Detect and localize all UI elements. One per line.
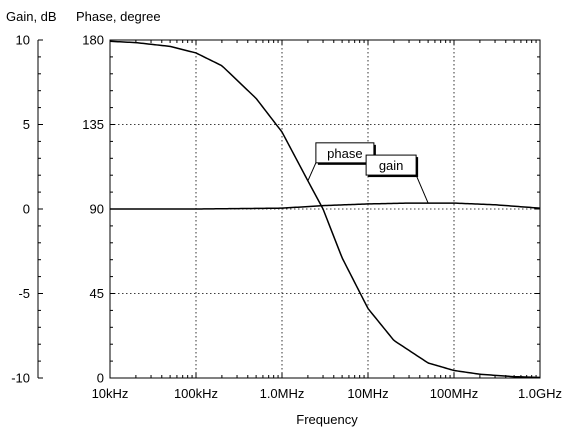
callout-leader <box>307 162 317 182</box>
right-axis-title: Phase, degree <box>76 9 161 24</box>
phase-tick-label: 180 <box>82 33 104 48</box>
callout-label-gain: gain <box>379 158 404 173</box>
callout-box <box>315 142 375 164</box>
x-tick-label: 100kHz <box>174 386 218 401</box>
x-tick-label: 10kHz <box>92 386 129 401</box>
callout-leader <box>415 174 429 204</box>
callout-layer: phase gain <box>307 142 429 204</box>
phase-tick-label: 0 <box>97 371 104 386</box>
series-line-gain <box>110 202 541 210</box>
callout-gain: gain <box>365 154 429 204</box>
phase-tick-label: 90 <box>90 202 104 217</box>
tick-layer: 10kHz 100kHz 1.0MHz 10MHz 100MHz 1.0GHz 10 5 0 -5… <box>11 33 562 402</box>
callout-box <box>365 154 417 176</box>
left-tick-label: 0 <box>23 202 30 217</box>
left-tick-label: 10 <box>16 33 30 48</box>
left-tick-label: -5 <box>18 286 30 301</box>
phase-tick-label: 135 <box>82 117 104 132</box>
callout-label-phase: phase <box>327 146 362 161</box>
phase-tick-label: 45 <box>90 286 104 301</box>
x-tick-label: 1.0MHz <box>260 386 305 401</box>
x-axis-title: Frequency <box>296 412 358 427</box>
left-tick-label: 5 <box>23 117 30 132</box>
left-tick-label: -10 <box>11 371 30 386</box>
series-layer <box>109 40 541 379</box>
left-axis-title: Gain, dB <box>6 9 57 24</box>
series-line-phase <box>109 40 541 379</box>
callout-phase: phase <box>307 142 376 182</box>
x-tick-label: 10MHz <box>347 386 388 401</box>
x-tick-label: 100MHz <box>430 386 478 401</box>
x-tick-label: 1.0GHz <box>518 386 562 401</box>
